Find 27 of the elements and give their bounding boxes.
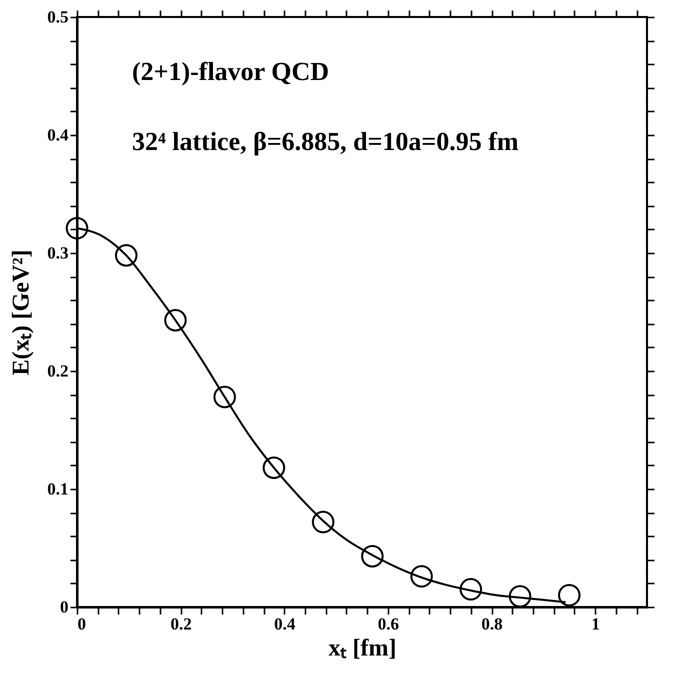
y-tick-label: 0.1 (47, 480, 68, 498)
x-tick-label: 0 (78, 614, 86, 634)
y-axis-title: E(xₜ) [GeV²] (8, 250, 34, 376)
x-axis-title: xₜ [fm] (328, 636, 396, 662)
x-tick-label: 0.8 (481, 614, 503, 634)
x-tick-label: 0.6 (378, 614, 400, 634)
x-tick-label: 0.4 (274, 614, 296, 634)
y-tick-label: 0.5 (47, 8, 68, 26)
point (164, 309, 187, 332)
point (312, 510, 334, 534)
point (558, 584, 581, 606)
annotation: 32⁴ lattice, β=6.885, d=10a=0.95 fm (132, 127, 519, 156)
point (213, 386, 236, 408)
point (508, 585, 532, 608)
point (114, 244, 138, 267)
point (460, 578, 482, 601)
y-tick-label: 0 (60, 598, 68, 616)
x-tick-label: 0.2 (170, 614, 192, 634)
annotation: (2+1)-flavor QCD (132, 57, 330, 86)
point (361, 545, 384, 568)
y-tick-label: 0.4 (47, 126, 69, 144)
point (262, 456, 286, 479)
y-tick-label: 0.3 (47, 244, 68, 262)
y-tick-label: 0.2 (47, 362, 68, 380)
point (410, 565, 433, 588)
point (66, 216, 88, 240)
x-tick-label: 1 (591, 614, 600, 634)
